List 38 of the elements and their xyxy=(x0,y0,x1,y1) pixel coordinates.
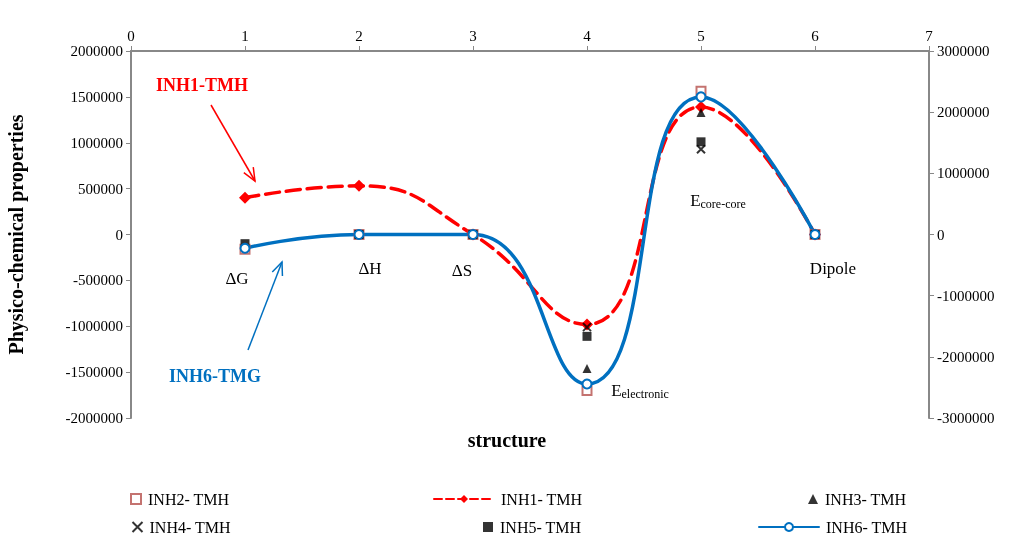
y-tick-label: 2000000 xyxy=(70,43,123,59)
legend-label: INH2- TMH xyxy=(148,490,230,508)
y2-tick-label: 3000000 xyxy=(937,43,990,59)
y-tick-label: -1500000 xyxy=(65,364,123,381)
y2-tick-label: -3000000 xyxy=(937,410,995,426)
y-tick-label: -1000000 xyxy=(65,318,123,335)
annotation: ΔG xyxy=(225,268,249,288)
x-tick-label: 3 xyxy=(469,27,477,44)
y-tick-label: -2000000 xyxy=(65,410,123,426)
y2-tick-label: 2000000 xyxy=(937,104,990,121)
x-tick-label: 4 xyxy=(583,27,592,44)
y2-tick-label: 0 xyxy=(937,226,945,243)
y-tick-label: -500000 xyxy=(73,272,123,289)
x-tick-label: 1 xyxy=(241,27,249,44)
legend-label: INH6- TMH xyxy=(826,518,908,536)
y2-tick-label: -1000000 xyxy=(937,287,995,304)
legend-label: INH5- TMH xyxy=(500,518,582,536)
y2-tick-label: -2000000 xyxy=(937,348,995,365)
x-tick-label: 6 xyxy=(811,27,820,44)
y-tick-label: 1500000 xyxy=(70,88,123,105)
annotation: INH6-TMG xyxy=(169,366,261,386)
y2-tick-label: 1000000 xyxy=(937,165,990,182)
annotation: INH1-TMH xyxy=(156,75,248,95)
x-tick-label: 2 xyxy=(355,27,363,44)
x-tick-label: 5 xyxy=(697,27,705,44)
x-tick-label: 0 xyxy=(127,27,135,44)
annotation: Dipole xyxy=(809,258,857,278)
annotation: ΔS xyxy=(451,260,473,280)
legend-label: INH3- TMH xyxy=(825,490,907,508)
y-tick-label: 500000 xyxy=(78,180,123,197)
y-tick-label: 1000000 xyxy=(70,134,123,151)
x-tick-label: 7 xyxy=(925,27,934,44)
legend-label: INH1- TMH xyxy=(501,490,583,508)
legend-label: INH4- TMH xyxy=(149,518,231,536)
y-tick-label: 0 xyxy=(115,226,123,243)
x-axis-title: structure xyxy=(467,429,547,451)
y-axis-title: Physico-chemical properties xyxy=(5,114,28,355)
annotation: ΔH xyxy=(358,258,382,278)
